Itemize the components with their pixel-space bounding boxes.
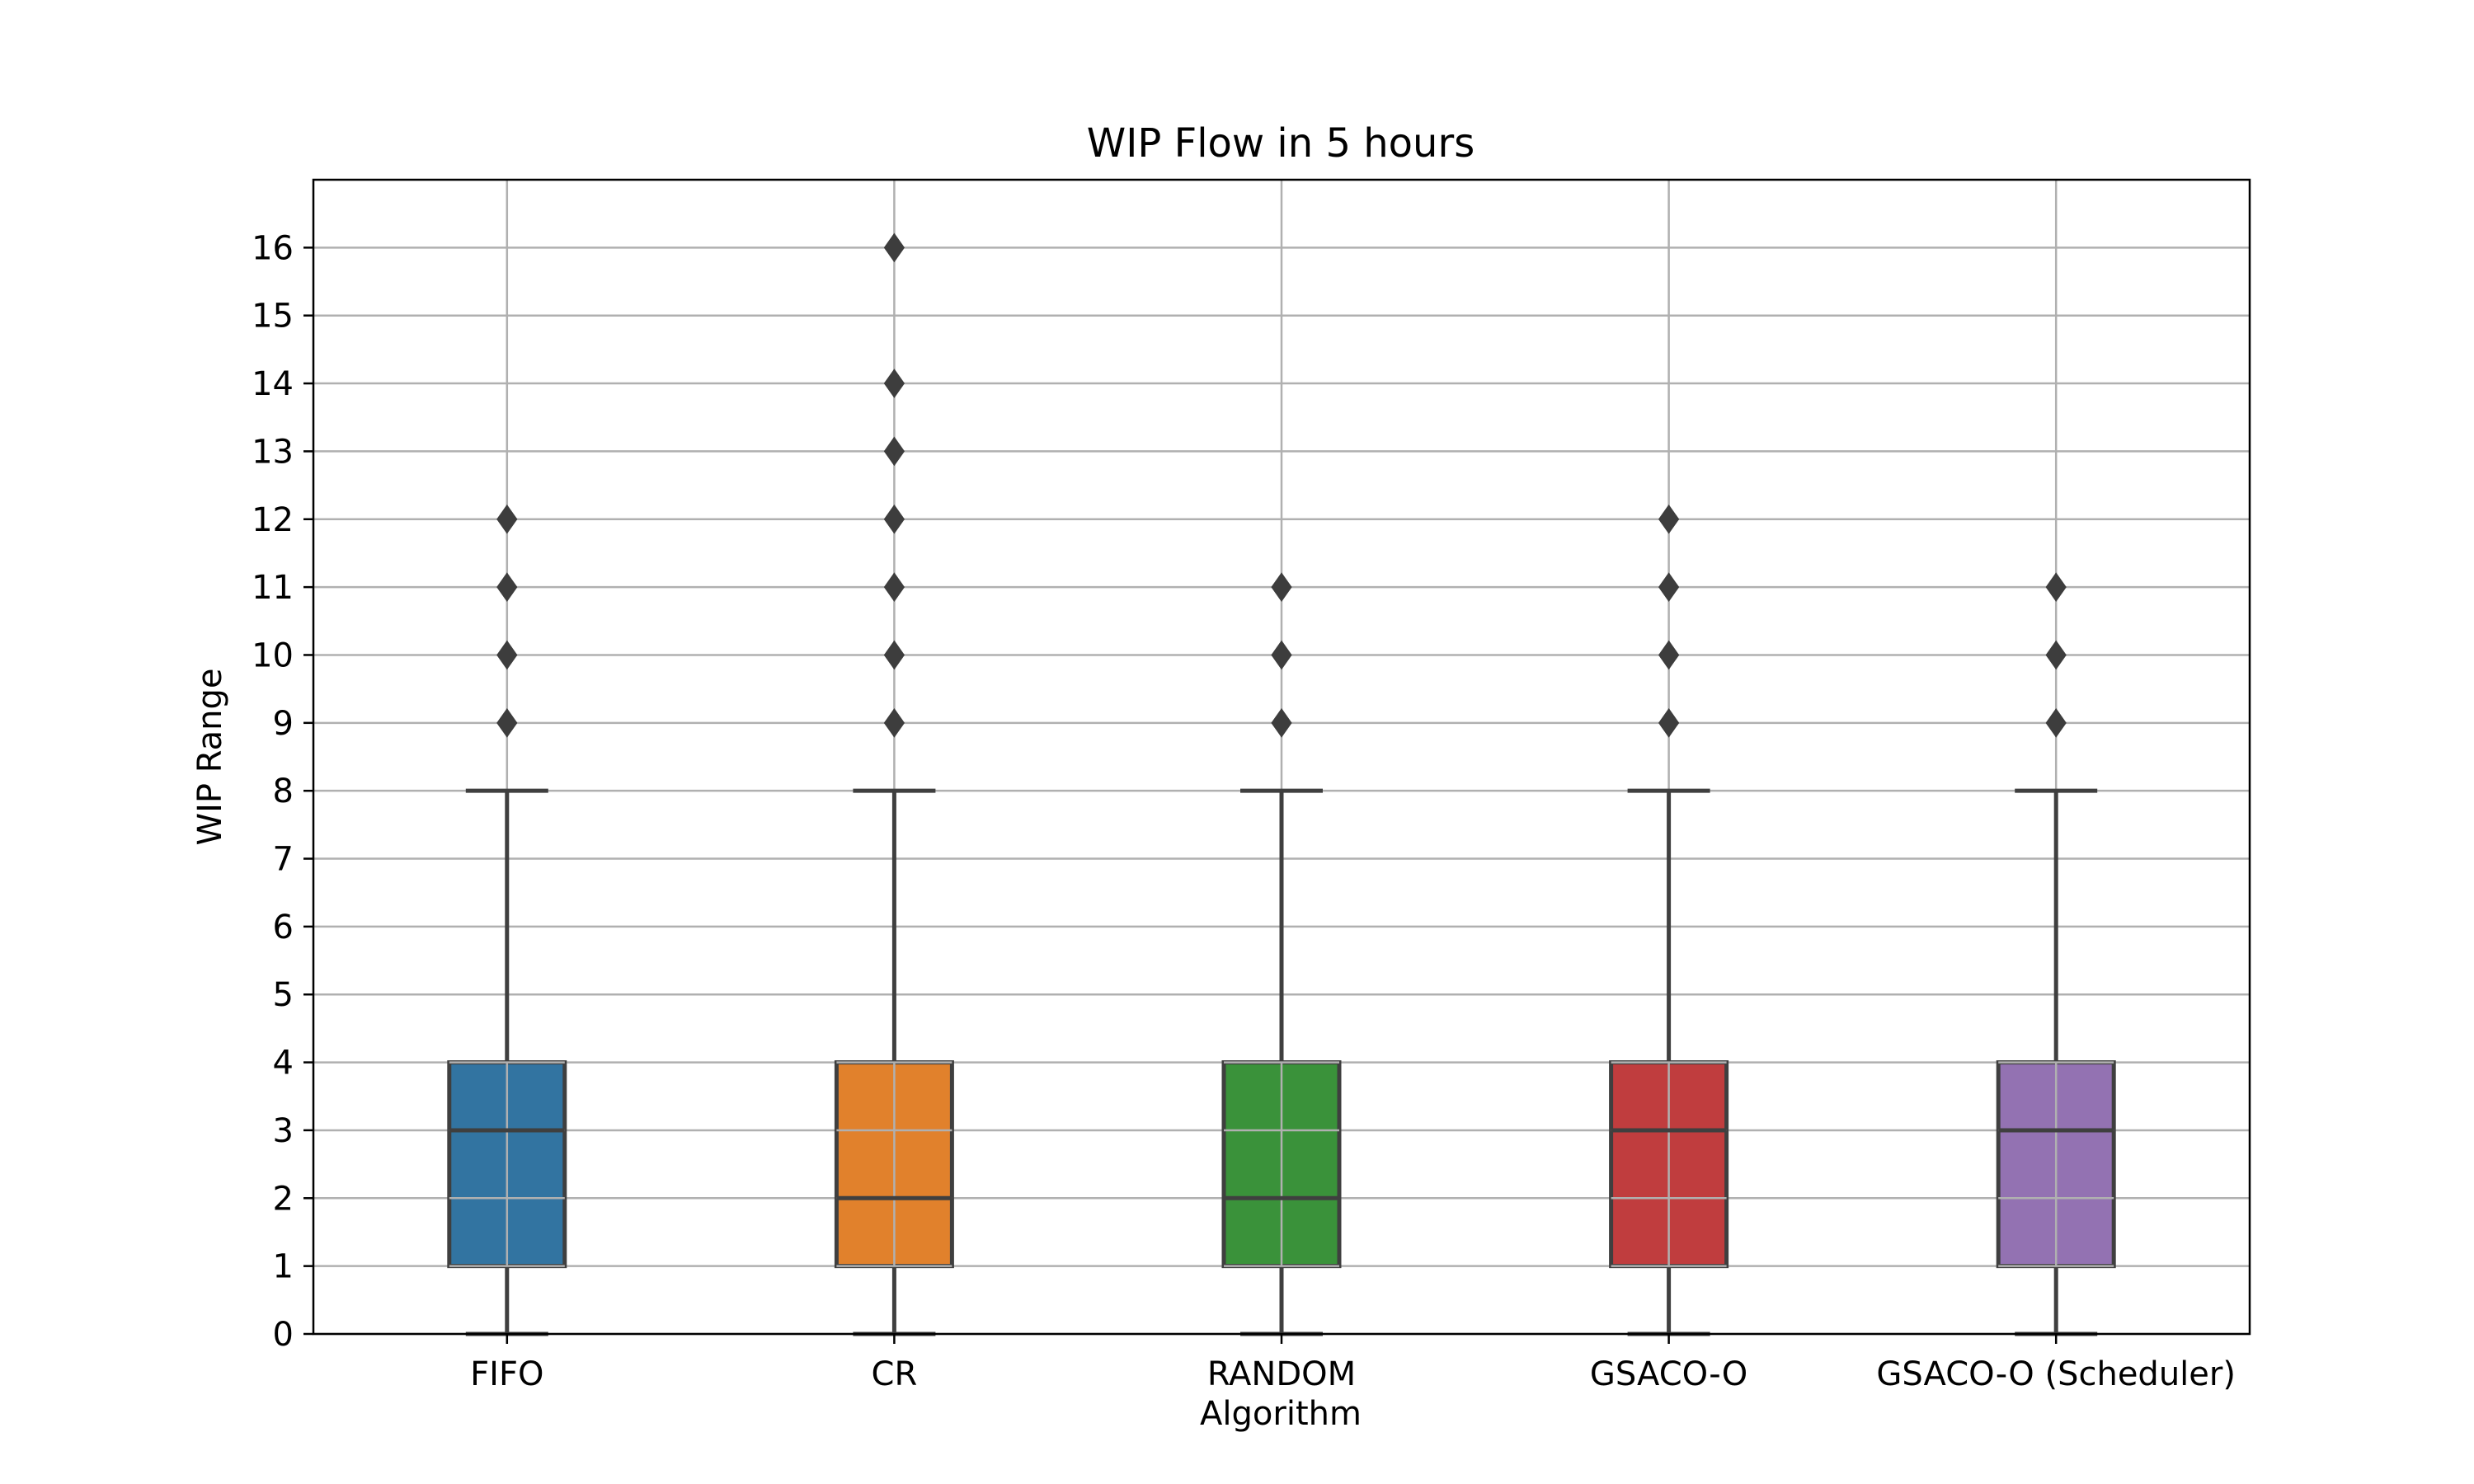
outlier-point [496, 707, 518, 738]
outlier-point [496, 572, 518, 602]
box-group-gsaco-o [1609, 504, 1729, 1336]
outlier-point [2045, 572, 2067, 602]
boxes [447, 232, 2116, 1336]
x-tick-label: GSACO-O [1590, 1355, 1747, 1393]
outlier-point [883, 640, 905, 670]
y-tick-label: 7 [273, 841, 294, 879]
y-tick-label: 3 [273, 1112, 294, 1150]
outlier-point [496, 640, 518, 670]
y-tick-label: 12 [252, 501, 294, 539]
outlier-point [1658, 707, 1680, 738]
chart-title: WIP Flow in 5 hours [1087, 120, 1475, 167]
outlier-point [1271, 707, 1292, 738]
outlier-point [883, 369, 905, 398]
outlier-point [496, 504, 518, 534]
outlier-point [1658, 504, 1680, 534]
plot-frame [312, 178, 2251, 1336]
box-group-cr [834, 232, 954, 1336]
outlier-point [883, 232, 905, 263]
outlier-point [1658, 640, 1680, 670]
y-tick-label: 10 [252, 636, 294, 674]
y-axis-label: WIP Range [191, 669, 229, 846]
y-tick-label: 14 [252, 365, 294, 403]
box-group-gsaco-o-scheduler [1996, 572, 2116, 1336]
y-tick-label: 15 [252, 298, 294, 336]
outlier-point [2045, 640, 2067, 670]
y-tick-label: 16 [252, 229, 294, 267]
outlier-point [883, 572, 905, 602]
y-tick-label: 5 [273, 976, 294, 1014]
y-tick-label: 1 [273, 1248, 294, 1286]
outlier-point [2045, 707, 2067, 738]
outlier-point [883, 436, 905, 467]
y-tick-label: 13 [252, 433, 294, 471]
box-group-random [1221, 572, 1342, 1336]
x-tick-label: RANDOM [1207, 1355, 1356, 1393]
y-tick-label: 0 [273, 1316, 294, 1354]
y-tick-label: 8 [273, 773, 294, 810]
box-group-fifo [447, 504, 567, 1336]
y-tick-label: 11 [252, 569, 294, 607]
x-tick-label: GSACO-O (Scheduler) [1876, 1355, 2236, 1393]
y-tick-label: 6 [273, 909, 294, 946]
y-tick-label: 2 [273, 1180, 294, 1218]
x-tick-label: FIFO [470, 1355, 543, 1393]
outlier-point [883, 504, 905, 534]
outlier-point [1658, 572, 1680, 602]
y-tick-label: 9 [273, 705, 294, 743]
outlier-point [883, 707, 905, 738]
outlier-point [1271, 640, 1292, 670]
outlier-point [1271, 572, 1292, 602]
x-tick-label: CR [872, 1355, 918, 1393]
x-axis-label: Algorithm [1200, 1395, 1362, 1433]
y-tick-label: 4 [273, 1045, 294, 1082]
